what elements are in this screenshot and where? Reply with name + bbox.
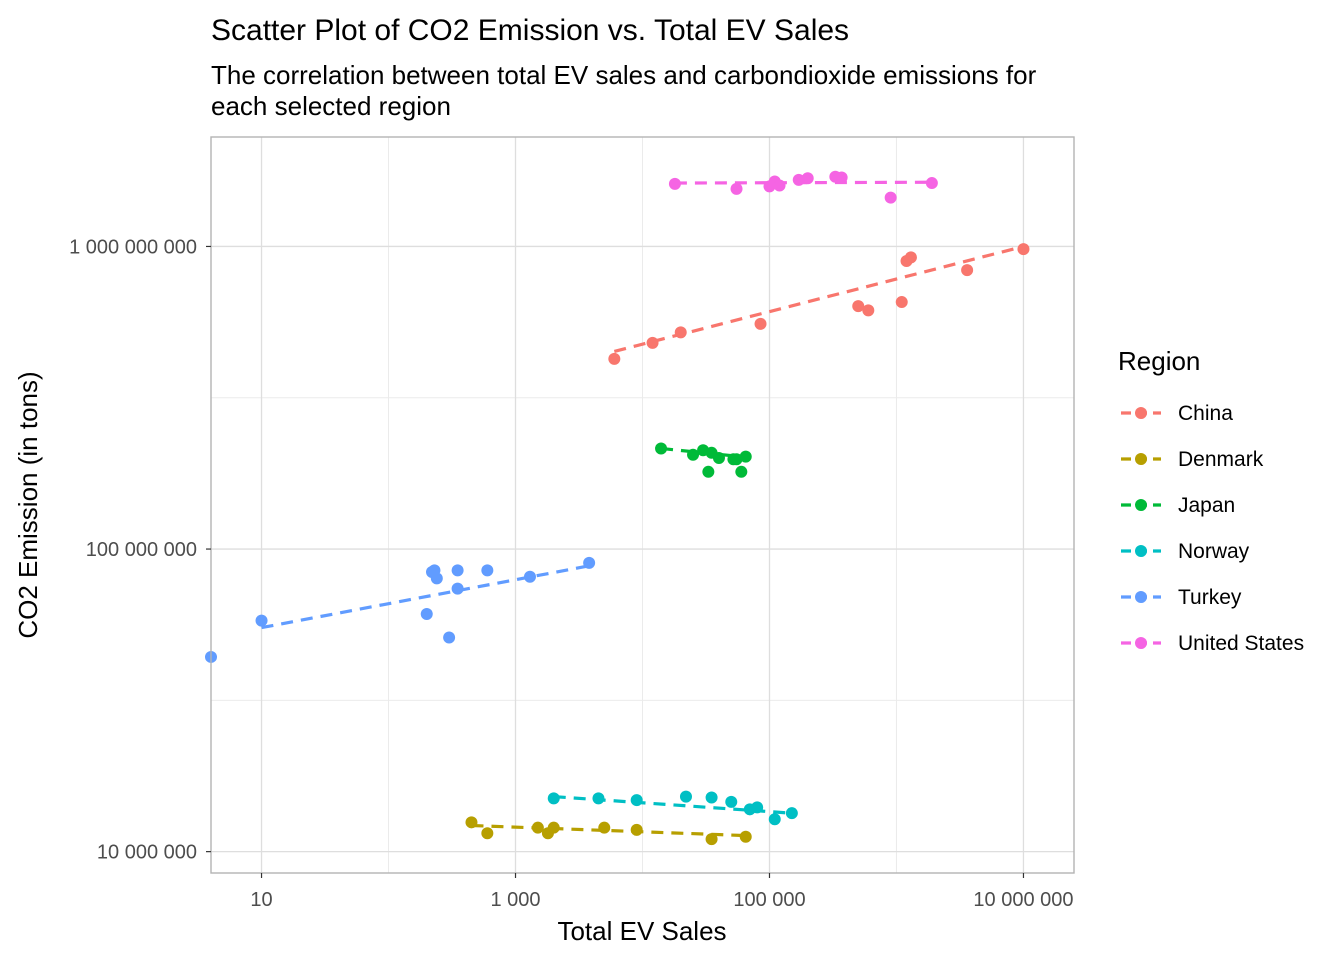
data-point (583, 556, 596, 569)
data-point (687, 448, 700, 461)
data-point (739, 830, 752, 843)
trend-line (471, 823, 746, 838)
chart-title: Scatter Plot of CO2 Emission vs. Total E… (211, 14, 849, 47)
data-point (547, 821, 560, 834)
data-point (481, 564, 494, 577)
legend-key-point (1135, 499, 1147, 511)
y-tick-label: 1 000 000 000 (69, 236, 197, 258)
data-point (773, 179, 786, 192)
data-point (835, 171, 848, 184)
legend-title: Region (1118, 346, 1200, 376)
data-point (702, 465, 715, 478)
data-point (884, 191, 897, 204)
data-point (630, 823, 643, 836)
data-point (608, 352, 621, 365)
legend-label: Turkey (1178, 586, 1242, 609)
data-point (428, 564, 441, 577)
data-point (481, 827, 494, 840)
data-point (705, 833, 718, 846)
x-tick-label: 10 000 000 (973, 889, 1073, 911)
data-point (655, 442, 668, 455)
data-point (751, 801, 764, 814)
data-point (451, 582, 464, 595)
legend-key-point (1135, 407, 1147, 419)
legend-key-point (1135, 591, 1147, 603)
data-point (735, 465, 748, 478)
data-point (904, 251, 917, 264)
data-point (674, 326, 687, 339)
data-point (679, 790, 692, 803)
y-axis-title: CO2 Emission (in tons) (13, 371, 43, 638)
data-point (255, 614, 268, 627)
data-point (792, 173, 805, 186)
chart-subtitle-line-1: The correlation between total EV sales a… (211, 60, 1037, 90)
legend: Region China Denmark Japan Norway Turkey Unit… (1118, 346, 1304, 655)
data-point (547, 792, 560, 805)
legend-label: Norway (1178, 540, 1250, 563)
legend-label: Denmark (1178, 448, 1264, 471)
data-point (862, 304, 875, 317)
x-tick-label: 100 000 (733, 889, 805, 911)
y-tick-label: 100 000 000 (86, 539, 197, 561)
data-point (592, 792, 605, 805)
data-point (420, 608, 433, 621)
data-point (598, 821, 611, 834)
plot-border (210, 136, 1075, 874)
data-point (730, 182, 743, 195)
data-point (768, 813, 781, 826)
x-axis-title: Total EV Sales (557, 916, 726, 946)
legend-key-point (1135, 545, 1147, 557)
axis-ticks: 10 1 000 100 000 10 000 000 10 000 000 100 00… (69, 236, 1073, 911)
data-point (785, 807, 798, 820)
data-point (895, 296, 908, 309)
legend-key-point (1135, 637, 1147, 649)
data-point (961, 264, 974, 277)
legend-label: China (1178, 402, 1233, 425)
data-point (443, 631, 456, 644)
data-point (725, 795, 738, 808)
data-point (451, 564, 464, 577)
y-tick-label: 10 000 000 (97, 842, 197, 864)
data-point (465, 816, 478, 829)
legend-key-point (1135, 453, 1147, 465)
data-point (668, 177, 681, 190)
data-point (925, 177, 938, 190)
x-tick-label: 10 (250, 889, 272, 911)
data-point (531, 821, 544, 834)
data-point (801, 172, 814, 185)
legend-label: Japan (1178, 494, 1235, 517)
data-point (646, 336, 659, 349)
data-point (1017, 243, 1030, 256)
data-point (523, 570, 536, 583)
grid-lines (211, 137, 1074, 873)
trend-line (261, 564, 590, 630)
chart-subtitle-line-2: each selected region (211, 91, 451, 121)
data-point (712, 451, 725, 464)
data-point (739, 450, 752, 463)
data-point (852, 300, 865, 313)
x-tick-label: 1 000 (490, 889, 540, 911)
data-point (754, 317, 767, 330)
data-point (730, 453, 743, 466)
data-points (205, 170, 1030, 846)
data-point (630, 794, 643, 807)
data-point (705, 791, 718, 804)
legend-label: United States (1178, 632, 1304, 655)
